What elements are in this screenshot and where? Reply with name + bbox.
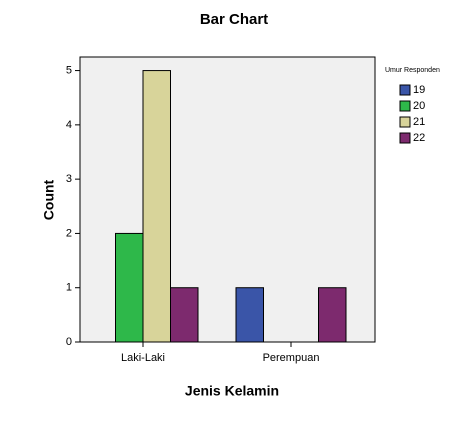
y-tick-label: 1 (66, 282, 72, 294)
legend-swatch (399, 116, 411, 128)
y-tick-label: 4 (66, 119, 72, 131)
x-tick-label: Laki-Laki (121, 352, 165, 364)
bar (115, 232, 144, 343)
legend-label: 21 (413, 116, 425, 128)
y-tick-label: 3 (66, 173, 72, 185)
y-axis-label: Count (41, 179, 57, 220)
legend-title: Umur Responden (385, 67, 440, 74)
legend-label: 20 (413, 100, 425, 112)
legend-label: 22 (413, 132, 425, 144)
bar (170, 287, 199, 343)
legend-label: 19 (413, 84, 425, 96)
chart-title: Bar Chart (200, 11, 268, 28)
x-tick-label: Perempuan (263, 352, 320, 364)
bar (318, 287, 347, 343)
y-tick-label: 0 (66, 336, 72, 348)
y-tick-label: 2 (66, 227, 72, 239)
y-tick-label: 5 (66, 64, 72, 76)
bar (142, 70, 171, 343)
x-axis-label: Jenis Kelamin (185, 383, 279, 399)
legend-swatch (399, 100, 411, 112)
legend-swatch (399, 132, 411, 144)
bar (235, 287, 264, 343)
legend-swatch (399, 84, 411, 96)
